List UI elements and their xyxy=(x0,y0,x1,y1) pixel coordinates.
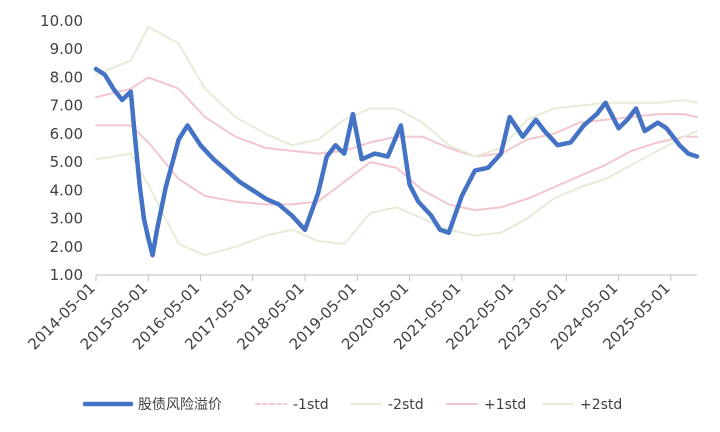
y-tick-label: 5.00 xyxy=(50,153,83,171)
y-tick-label: 1.00 xyxy=(50,266,83,284)
legend-label: 股债风险溢价 xyxy=(138,397,222,413)
y-tick-label: 7.00 xyxy=(50,97,83,115)
y-tick-label: 10.00 xyxy=(40,12,83,30)
y-tick-label: 8.00 xyxy=(50,68,83,86)
y-tick-label: 6.00 xyxy=(50,125,83,143)
series-line--2std xyxy=(95,130,698,257)
series-line-+1std xyxy=(95,76,698,158)
legend-label: +1std xyxy=(484,397,526,413)
legend-label: -1std xyxy=(293,397,329,413)
main-series xyxy=(93,66,700,258)
legend: 股债风险溢价 -1std -2std +1std +2std xyxy=(82,397,622,413)
y-tick-labels: 1.00 2.00 3.00 4.00 5.00 6.00 7.00 8.00 9.00 10.0… xyxy=(40,12,83,284)
series-line-+2std xyxy=(95,25,698,158)
axes xyxy=(95,274,697,281)
legend-label: +2std xyxy=(580,397,622,413)
series-line-main xyxy=(93,66,700,258)
legend-label: -2std xyxy=(388,397,424,413)
y-tick-label: 3.00 xyxy=(50,210,83,228)
y-tick-label: 9.00 xyxy=(50,40,83,58)
y-tick-label: 2.00 xyxy=(50,238,83,256)
x-tick-labels: 2014-05-012015-05-012016-05-012017-05-01… xyxy=(24,279,673,353)
y-tick-label: 4.00 xyxy=(50,181,83,199)
